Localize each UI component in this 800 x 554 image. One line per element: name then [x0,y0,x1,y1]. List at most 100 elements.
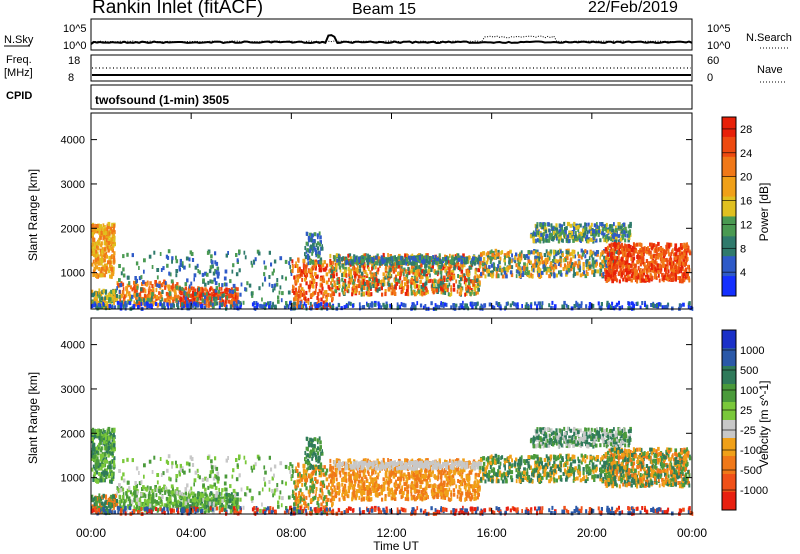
range-gate-cell [424,269,428,274]
range-gate-cell [679,249,682,254]
range-gate-cell [406,280,409,285]
range-gate-cell [377,304,380,309]
range-gate-cell [438,258,441,263]
range-gate-cell [607,236,610,241]
range-gate-cell [672,248,674,253]
range-gate-cell [104,495,107,500]
range-gate-cell [113,260,115,265]
range-gate-cell [672,269,675,274]
nave-tick-top: 60 [707,55,719,67]
range-gate-cell [304,252,306,257]
range-gate-cell [98,254,100,259]
range-gate-cell [414,306,417,311]
range-gate-cell [225,253,228,258]
range-gate-cell [552,237,555,242]
range-gate-cell [95,291,98,296]
range-gate-cell [494,253,497,258]
range-gate-cell [108,231,111,236]
range-gate-cell [335,263,338,268]
range-gate-cell [682,274,685,279]
range-gate-cell [549,266,552,271]
range-gate-cell [667,269,670,274]
range-gate-cell [273,286,276,291]
range-gate-cell [346,304,349,308]
range-gate-cell [395,281,399,286]
cpid-value: twofsound (1-min) 3505 [95,93,229,107]
range-gate-cell [133,488,136,493]
range-gate-cell [430,301,433,306]
range-gate-cell [631,248,634,252]
range-gate-cell [175,269,179,273]
range-gate-cell [345,304,348,309]
range-gate-cell [99,462,102,467]
range-gate-cell [395,257,399,261]
range-gate-cell [452,287,456,292]
range-gate-cell [217,291,221,296]
range-gate-cell [168,271,171,276]
range-gate-cell [91,467,94,472]
range-gate-cell [324,266,328,271]
range-gate-cell [543,227,546,232]
range-gate-cell [321,275,324,280]
range-gate-cell [611,236,614,241]
range-gate-cell [579,304,583,308]
range-gate-cell [554,226,557,231]
range-gate-cell [500,268,504,273]
range-gate-cell [565,237,568,242]
range-gate-cell [417,289,421,294]
range-gate-cell [133,280,136,285]
range-gate-cell [369,270,372,275]
range-gate-cell [587,239,590,244]
range-gate-cell [111,292,114,297]
range-gate-cell [336,286,340,290]
range-gate-cell [402,271,405,276]
noise-right-tick-top: 10^5 [707,23,731,35]
range-gate-cell [104,228,106,233]
range-gate-cell [311,276,314,281]
range-gate-cell [360,287,363,292]
range-gate-cell [682,261,685,266]
range-gate-cell [591,253,593,258]
range-gate-cell [411,302,414,307]
range-gate-cell [542,222,546,227]
range-gate-cell [293,290,296,295]
range-gate-cell [586,237,589,242]
range-gate-cell [348,253,352,258]
range-gate-cell [135,299,139,304]
range-gate-cell [534,258,536,263]
y-tick-label: 4000 [61,135,85,147]
range-gate-cell [195,302,197,307]
range-gate-cell [688,301,691,306]
range-gate-cell [327,303,330,308]
range-gate-cell [332,274,336,279]
range-gate-cell [165,254,168,259]
range-gate-cell [100,269,103,274]
range-gate-cell [194,265,198,270]
range-gate-cell [578,260,581,265]
range-gate-cell [596,269,600,274]
range-gate-cell [109,297,112,302]
range-gate-cell [645,259,649,263]
range-gate-cell [151,295,153,300]
range-gate-cell [668,242,671,247]
range-gate-cell [343,269,347,274]
range-gate-cell [325,272,329,277]
range-gate-cell [587,222,590,227]
range-gate-cell [690,305,693,310]
range-gate-cell [176,487,179,492]
range-gate-cell [598,226,601,230]
range-gate-cell [325,263,329,268]
range-gate-cell [652,264,656,269]
range-gate-cell [118,294,121,299]
range-gate-cell [674,246,677,251]
range-gate-cell [155,288,158,293]
range-gate-cell [262,304,265,309]
range-gate-cell [311,281,314,286]
range-gate-cell [427,290,429,295]
range-gate-cell [320,302,323,307]
range-gate-cell [164,305,166,310]
range-gate-cell [438,281,441,286]
range-gate-cell [436,272,439,277]
range-gate-cell [563,300,566,305]
range-gate-cell [92,447,96,452]
